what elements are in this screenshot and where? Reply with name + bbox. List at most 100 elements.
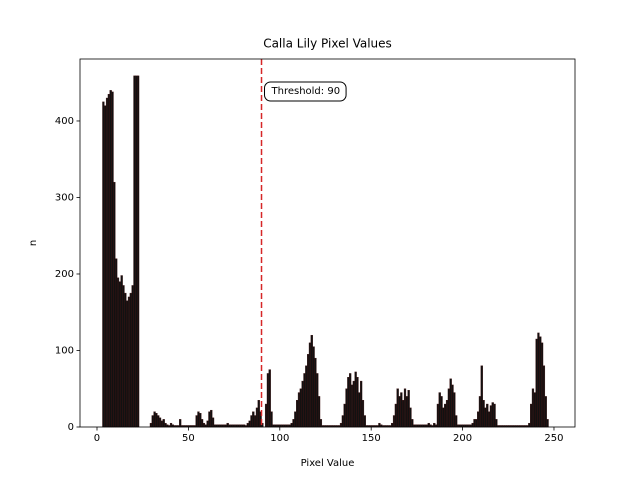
bar (363, 415, 366, 428)
annotation-box (264, 81, 347, 102)
bar (347, 377, 350, 428)
bar (391, 422, 394, 428)
bar (473, 419, 476, 428)
bar (266, 373, 270, 428)
bar (396, 388, 399, 428)
bar (495, 419, 498, 428)
bar (455, 415, 458, 428)
bar (310, 334, 313, 428)
bar (449, 378, 452, 428)
axes-frame (79, 58, 576, 428)
bar (398, 396, 401, 428)
x-tick-label: 200 (453, 433, 472, 444)
bar (352, 380, 355, 428)
bar (264, 403, 268, 428)
y-tick-label: 300 (55, 192, 74, 203)
bar (533, 392, 536, 428)
bar (345, 388, 348, 428)
bar (195, 415, 198, 428)
bar (268, 369, 271, 428)
bar (206, 420, 209, 428)
bar (442, 407, 445, 428)
y-tick-label: 200 (55, 269, 74, 280)
bar (438, 392, 441, 428)
bar (542, 365, 546, 428)
bar (155, 413, 158, 428)
x-axis-label: Pixel Value (301, 458, 355, 469)
bar (471, 422, 474, 428)
y-tick-label: 0 (68, 422, 74, 433)
bar (436, 403, 440, 428)
bar (104, 105, 107, 428)
bar (478, 396, 482, 428)
y-tick-label: 400 (55, 116, 74, 127)
bar (149, 422, 153, 428)
bar (411, 419, 414, 428)
bar (480, 365, 483, 428)
bar (354, 371, 357, 428)
bar (246, 422, 249, 428)
bar (491, 402, 494, 428)
bar (447, 388, 450, 428)
bar (252, 411, 255, 428)
bar (297, 392, 301, 428)
bar (135, 75, 138, 428)
x-tick-label: 100 (270, 433, 289, 444)
bar (407, 390, 410, 428)
bar (531, 388, 535, 428)
bar (305, 365, 308, 428)
bar (255, 407, 259, 428)
bar (160, 420, 164, 428)
bar (358, 392, 361, 428)
bar (169, 422, 173, 428)
bar (392, 415, 396, 428)
bar (477, 411, 480, 428)
bar (127, 296, 131, 428)
bar (137, 75, 140, 428)
bar (546, 419, 549, 428)
annotation: Threshold: 90 (271, 86, 341, 97)
bar (349, 373, 352, 428)
bar (301, 380, 304, 428)
bar (290, 422, 293, 428)
bar (400, 392, 403, 428)
bar (197, 411, 200, 428)
bar (537, 332, 540, 428)
bar (270, 411, 273, 428)
bar (292, 419, 295, 428)
bar (343, 403, 346, 428)
bar (199, 413, 202, 428)
bar (528, 422, 531, 428)
bar (451, 384, 454, 428)
bar (157, 415, 160, 428)
bar (257, 400, 260, 428)
bar (360, 380, 363, 428)
bar (356, 377, 359, 428)
bar (162, 419, 165, 428)
bar (118, 281, 121, 428)
bar (296, 400, 299, 428)
y-tick-label: 100 (55, 345, 74, 356)
bar (530, 403, 533, 428)
x-tick-label: 150 (362, 433, 381, 444)
bar (489, 405, 493, 428)
bar (482, 400, 485, 428)
bar (124, 292, 127, 428)
bar (294, 411, 297, 428)
bar (299, 388, 302, 428)
bar (307, 354, 310, 428)
bar (211, 417, 215, 428)
bar (250, 415, 253, 428)
bar (453, 392, 456, 428)
bar (107, 93, 110, 428)
bar (339, 422, 343, 428)
y-axis-label: n (28, 240, 39, 246)
bar (226, 422, 229, 428)
bar (122, 285, 125, 428)
bar (409, 407, 412, 428)
bar (484, 407, 487, 428)
bar (133, 75, 136, 428)
bar (202, 422, 206, 428)
bar (303, 373, 306, 428)
